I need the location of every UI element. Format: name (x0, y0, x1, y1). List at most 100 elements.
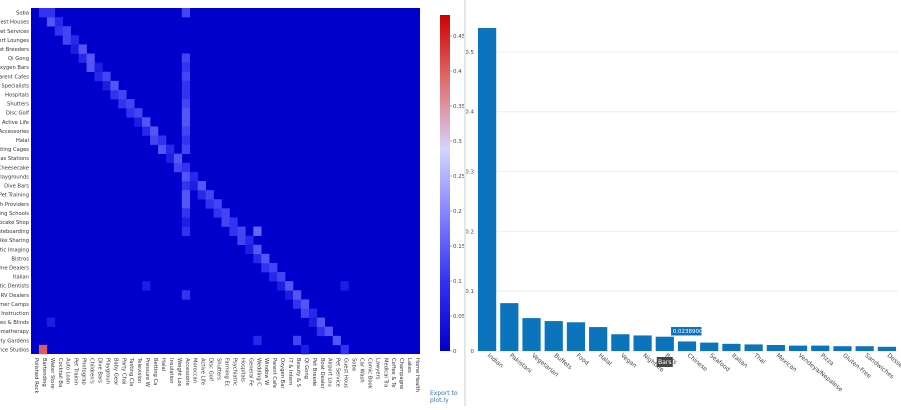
heatmap-cell[interactable] (181, 71, 191, 82)
heatmap-cell[interactable] (292, 290, 302, 300)
heatmap-cell[interactable] (38, 344, 48, 355)
heatmap-cell[interactable] (269, 262, 278, 273)
bar[interactable] (833, 346, 852, 351)
heatmap-cell[interactable] (181, 199, 191, 209)
heatmap-cell[interactable] (197, 190, 206, 200)
heatmap-cell[interactable] (102, 80, 111, 91)
heatmap-cell[interactable] (269, 272, 278, 282)
heatmap-cell[interactable] (86, 62, 95, 73)
bar[interactable] (722, 343, 741, 351)
export-link[interactable]: Export to plot.ly (430, 390, 458, 404)
heatmap-cell[interactable] (126, 108, 135, 118)
heatmap-cell[interactable] (324, 326, 333, 337)
heatmap-cell[interactable] (229, 217, 238, 227)
bar[interactable] (566, 322, 586, 351)
bar[interactable] (589, 327, 608, 351)
heatmap-cell[interactable] (181, 190, 191, 200)
heatmap-cell[interactable] (118, 89, 127, 100)
heatmap-cell[interactable] (62, 35, 71, 45)
heatmap-cell[interactable] (237, 235, 246, 246)
heatmap-cell[interactable] (62, 26, 71, 36)
heatmap-cell[interactable] (126, 99, 135, 109)
heatmap-cell[interactable] (78, 53, 87, 63)
bar[interactable] (522, 318, 541, 351)
heatmap-cell[interactable] (181, 162, 191, 173)
heatmap-cell[interactable] (253, 244, 262, 255)
heatmap-cell[interactable] (94, 71, 103, 82)
bar[interactable] (677, 341, 697, 351)
heatmap-cell[interactable] (213, 199, 222, 209)
heatmap-cell[interactable] (54, 17, 64, 27)
heatmap-cell[interactable] (110, 80, 119, 91)
heatmap-cell[interactable] (110, 89, 119, 100)
heatmap-cell[interactable] (78, 44, 87, 54)
heatmap-cell[interactable] (165, 153, 175, 164)
heatmap-cell[interactable] (118, 99, 127, 109)
heatmap-cell[interactable] (213, 208, 222, 218)
heatmap-cell[interactable] (285, 290, 294, 300)
heatmap-cell[interactable] (253, 335, 262, 346)
heatmap-cell[interactable] (261, 262, 270, 273)
heatmap-cell[interactable] (316, 317, 326, 327)
heatmap-cell[interactable] (277, 272, 286, 282)
heatmap-cell[interactable] (189, 171, 199, 182)
heatmap-cell[interactable] (181, 171, 191, 182)
heatmap-cell[interactable] (142, 281, 151, 291)
heatmap-cell[interactable] (165, 144, 175, 154)
heatmap-cell[interactable] (54, 26, 64, 36)
heatmap-cell[interactable] (38, 8, 48, 18)
heatmap-cell[interactable] (134, 108, 143, 118)
heatmap-cell[interactable] (181, 135, 191, 145)
heatmap-cell[interactable] (245, 235, 254, 246)
heatmap-cell[interactable] (181, 217, 191, 227)
heatmap-cell[interactable] (340, 344, 349, 355)
heatmap-cell[interactable] (173, 162, 183, 173)
heatmap-cell[interactable] (181, 62, 191, 73)
heatmap-cell[interactable] (308, 317, 318, 327)
heatmap-cell[interactable] (181, 99, 191, 109)
heatmap-cell[interactable] (181, 226, 191, 236)
heatmap-cell[interactable] (70, 44, 79, 54)
heatmap-cell[interactable] (205, 199, 214, 209)
bar[interactable] (855, 346, 874, 351)
heatmap-cell[interactable] (181, 117, 191, 127)
bar[interactable] (700, 342, 719, 351)
heatmap-cell[interactable] (181, 89, 191, 100)
heatmap-cell[interactable] (253, 253, 262, 264)
heatmap-cell[interactable] (181, 80, 191, 91)
heatmap-cell[interactable] (181, 53, 191, 63)
heatmap-cell[interactable] (158, 135, 167, 145)
heatmap-cell[interactable] (221, 217, 230, 227)
bar[interactable] (655, 336, 674, 351)
heatmap-cell[interactable] (285, 281, 294, 291)
heatmap-cell[interactable] (102, 71, 111, 82)
bar[interactable] (477, 27, 497, 352)
heatmap-cell[interactable] (316, 326, 326, 337)
heatmap-cell[interactable] (292, 335, 302, 346)
heatmap-cell[interactable] (205, 190, 214, 200)
heatmap-cell[interactable] (142, 126, 151, 136)
heatmap-cell[interactable] (245, 244, 254, 255)
heatmap-cell[interactable] (300, 344, 310, 355)
heatmap-cell[interactable] (332, 335, 341, 346)
bar[interactable] (811, 345, 830, 351)
heatmap-cell[interactable] (46, 317, 56, 327)
heatmap-cell[interactable] (277, 281, 286, 291)
heatmap-cell[interactable] (181, 290, 191, 300)
heatmap-cell[interactable] (300, 308, 310, 318)
heatmap-cell[interactable] (181, 8, 191, 18)
heatmap-cell[interactable] (253, 226, 262, 236)
heatmap-cell[interactable] (150, 135, 159, 145)
heatmap-cell[interactable] (237, 226, 246, 236)
heatmap-cell[interactable] (46, 17, 56, 27)
heatmap-cell[interactable] (46, 8, 56, 18)
heatmap-cell[interactable] (181, 208, 191, 218)
heatmap-cell[interactable] (70, 35, 79, 45)
bar[interactable] (788, 345, 808, 351)
heatmap-cell[interactable] (181, 108, 191, 118)
heatmap-cell[interactable] (173, 153, 183, 164)
heatmap-cell[interactable] (150, 126, 159, 136)
bar[interactable] (633, 335, 652, 351)
heatmap-cell[interactable] (221, 208, 230, 218)
bar[interactable] (744, 344, 763, 351)
